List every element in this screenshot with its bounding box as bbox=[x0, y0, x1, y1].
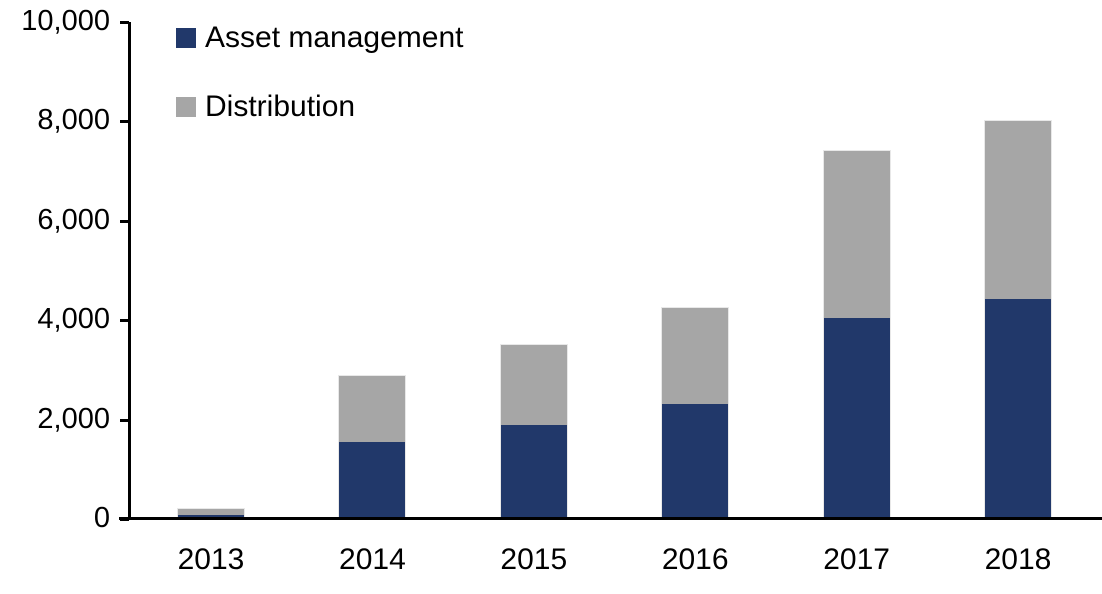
y-tick-label: 2,000 bbox=[37, 402, 110, 435]
bar-segment-asset-management bbox=[178, 514, 244, 519]
bar-segment-distribution bbox=[985, 121, 1051, 299]
x-tick-label-2018: 2018 bbox=[984, 543, 1052, 576]
bar-2016 bbox=[662, 307, 729, 519]
bar-segment-distribution bbox=[823, 151, 890, 318]
legend-item-distribution: Distribution bbox=[176, 90, 463, 123]
y-tick-mark bbox=[120, 219, 129, 223]
y-tick-label: 6,000 bbox=[37, 203, 110, 236]
y-tick-label: 0 bbox=[93, 502, 110, 534]
bar-segment-asset-management bbox=[500, 424, 567, 519]
bar-segment-asset-management bbox=[985, 298, 1051, 519]
x-tick-label-2015: 2015 bbox=[500, 543, 568, 576]
bar-2013 bbox=[178, 509, 244, 519]
y-tick-label: 8,000 bbox=[37, 104, 110, 137]
bar-segment-asset-management bbox=[339, 441, 406, 519]
bar-segment-distribution bbox=[500, 345, 567, 425]
y-axis-line bbox=[128, 22, 131, 519]
y-tick-label: 4,000 bbox=[37, 303, 110, 336]
x-tick-label-2014: 2014 bbox=[339, 543, 406, 576]
legend-label-distribution: Distribution bbox=[205, 90, 356, 123]
bar-segment-distribution bbox=[662, 307, 729, 404]
x-axis-line bbox=[119, 517, 1102, 520]
bar-2017 bbox=[823, 151, 890, 519]
distribution-swatch-icon bbox=[176, 97, 196, 117]
legend-item-asset-management: Asset management bbox=[176, 21, 464, 54]
bar-segment-asset-management bbox=[662, 403, 729, 519]
x-tick-label-2016: 2016 bbox=[661, 543, 729, 576]
y-tick-label: 10,000 bbox=[21, 5, 110, 37]
bar-segment-distribution bbox=[178, 509, 244, 515]
bar-segment-distribution bbox=[339, 376, 406, 442]
bar-2018 bbox=[985, 121, 1051, 519]
y-tick-mark bbox=[120, 518, 129, 521]
asset-management-swatch-icon bbox=[176, 28, 196, 48]
bar-segment-asset-management bbox=[823, 317, 890, 519]
y-tick-mark bbox=[120, 120, 129, 124]
bar-2014 bbox=[339, 376, 406, 519]
x-tick-label-2013: 2013 bbox=[177, 543, 245, 576]
legend: Asset management Distribution bbox=[176, 21, 464, 162]
y-tick-mark bbox=[120, 21, 129, 24]
x-tick-label-2017: 2017 bbox=[823, 543, 890, 576]
y-tick-mark bbox=[120, 418, 129, 422]
legend-label-asset-management: Asset management bbox=[205, 21, 464, 54]
y-tick-mark bbox=[120, 319, 129, 323]
bar-2015 bbox=[500, 345, 567, 519]
